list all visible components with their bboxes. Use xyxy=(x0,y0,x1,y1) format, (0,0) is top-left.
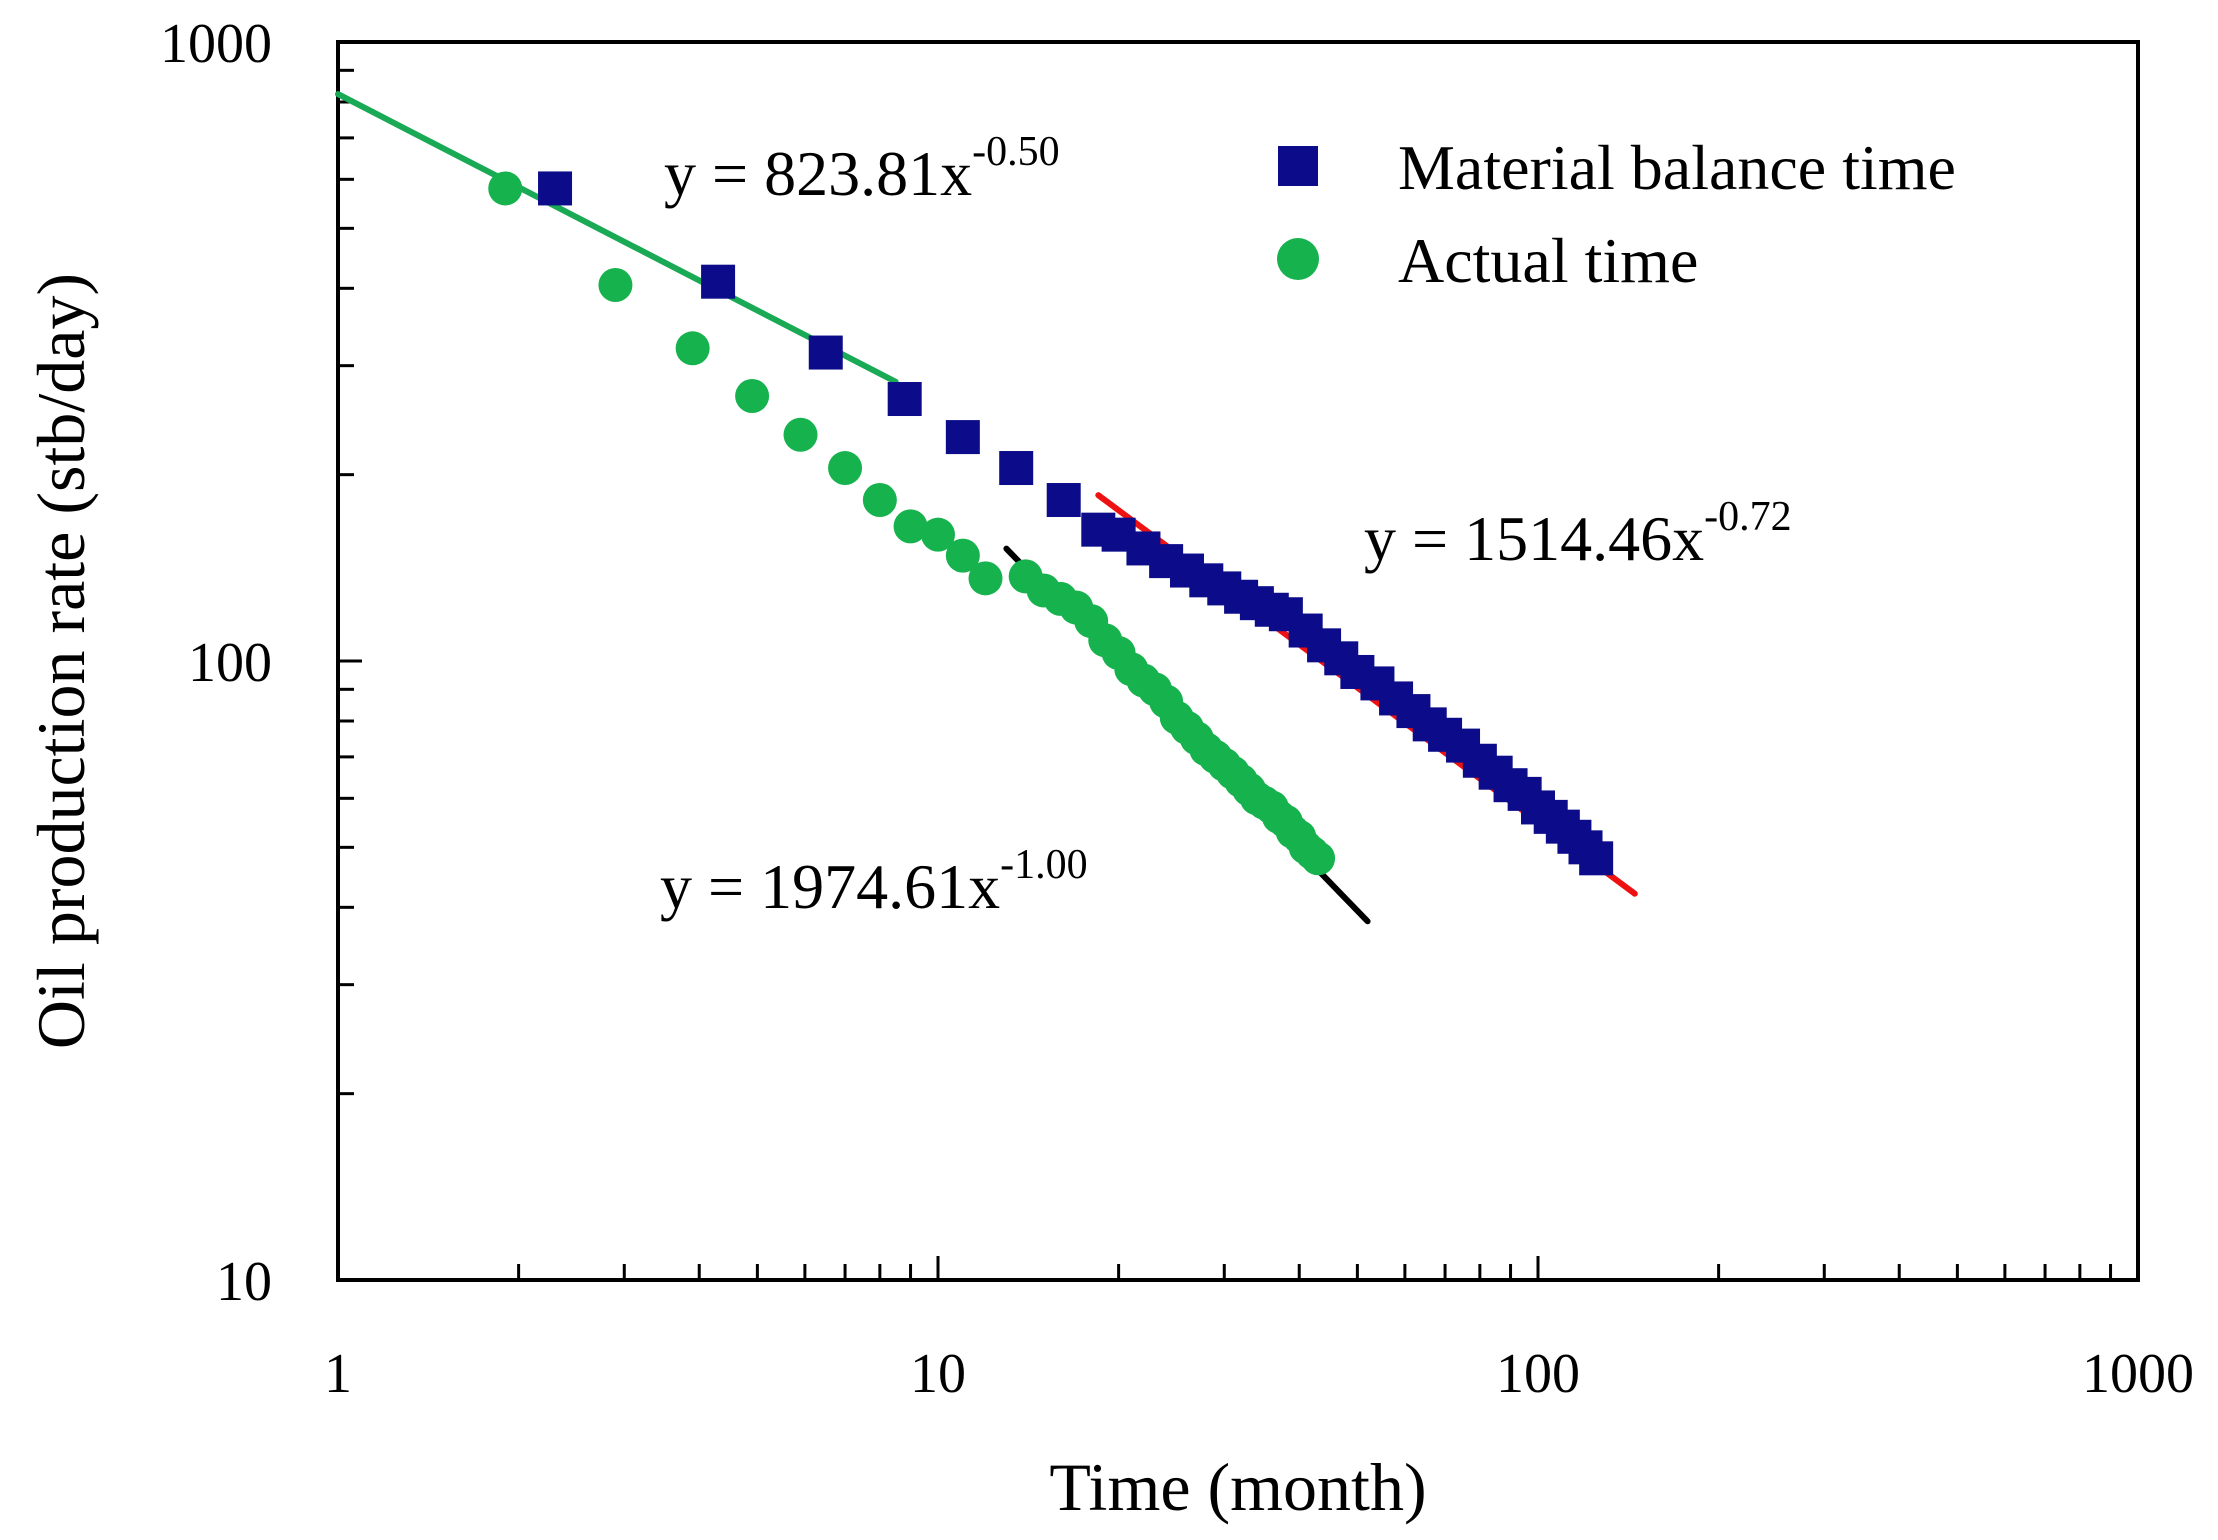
actual-time-point xyxy=(675,331,710,366)
actual-time-point xyxy=(828,451,863,486)
y-axis-title: Oil production rate (stb/day) xyxy=(23,273,99,1049)
equation-actual-base: y = 1974.61x xyxy=(660,851,1000,922)
equation-early-base: y = 823.81x xyxy=(664,138,972,209)
legend-label-actual-time: Actual time xyxy=(1398,225,1698,296)
x-tick-labels: 1 10 100 1000 xyxy=(324,1343,2194,1405)
y-tick-labels: 10 100 1000 xyxy=(160,13,272,1313)
material-balance-time-point xyxy=(999,451,1034,486)
x-tick-label-10: 10 xyxy=(910,1343,966,1405)
material-balance-time-point xyxy=(887,382,922,417)
equation-early-exponent: -0.50 xyxy=(972,129,1060,175)
actual-time-point xyxy=(598,267,633,302)
legend-marker-actual-time xyxy=(1277,238,1319,280)
plot-frame xyxy=(336,40,2140,1282)
equation-actual-exponent: -1.00 xyxy=(1000,842,1088,888)
y-tick-label-100: 100 xyxy=(188,632,272,694)
y-tick-label-10: 10 xyxy=(216,1251,272,1313)
x-tick-label-1: 1 xyxy=(324,1343,352,1405)
equation-mbt-base: y = 1514.46x xyxy=(1364,503,1704,574)
material-balance-time-point xyxy=(1579,841,1614,876)
axis-ticks xyxy=(336,40,2140,1282)
material-balance-time-point xyxy=(945,420,980,455)
x-tick-label-100: 100 xyxy=(1496,1343,1580,1405)
actual-time-point xyxy=(488,171,523,206)
y-tick-label-1000: 1000 xyxy=(160,13,272,75)
actual-time-point xyxy=(783,417,818,452)
x-tick-label-1000: 1000 xyxy=(2082,1343,2194,1405)
equation-mbt-exponent: -0.72 xyxy=(1704,494,1792,540)
actual-time-point xyxy=(945,538,980,573)
legend-marker-material-balance-time xyxy=(1278,146,1318,186)
fit-line-early xyxy=(335,91,899,385)
material-balance-time-point xyxy=(538,171,573,206)
x-axis-title: Time (month) xyxy=(1049,1449,1426,1525)
equation-early: y = 823.81x-0.50 xyxy=(664,129,1060,209)
equation-mbt: y = 1514.46x-0.72 xyxy=(1364,494,1792,574)
equation-actual: y = 1974.61x-1.00 xyxy=(660,842,1088,922)
legend: Material balance time Actual time xyxy=(1277,132,1956,296)
material-balance-time-point xyxy=(808,335,843,370)
actual-time-point xyxy=(921,517,955,552)
material-balance-time-point xyxy=(701,264,736,299)
material-balance-time-point xyxy=(1046,483,1081,518)
actual-time-point xyxy=(893,509,928,544)
data-points xyxy=(488,171,1614,876)
actual-time-point xyxy=(968,561,1003,596)
actual-time-point xyxy=(1301,841,1336,876)
actual-time-point xyxy=(862,483,897,518)
actual-time-point xyxy=(735,378,770,413)
legend-label-material-balance-time: Material balance time xyxy=(1398,132,1956,203)
